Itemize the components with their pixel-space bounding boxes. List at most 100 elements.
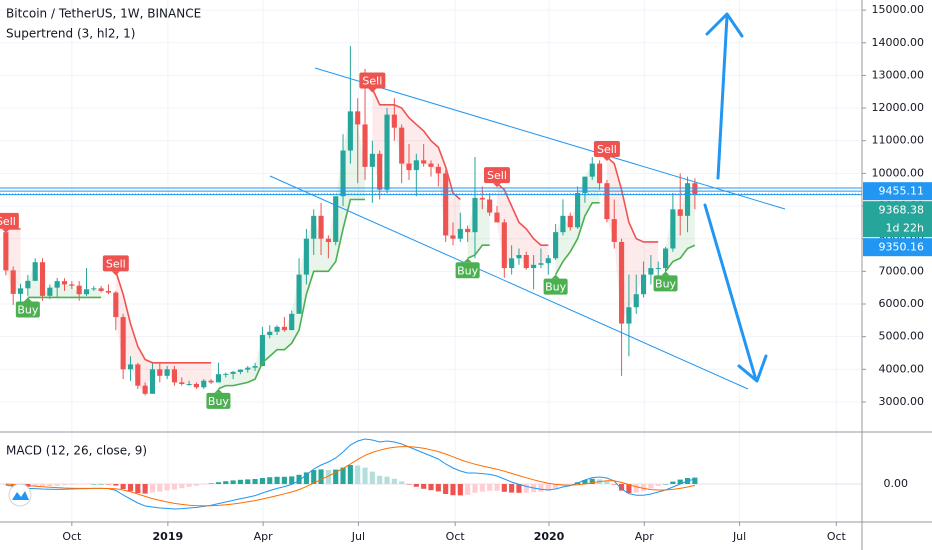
arrow-down-shaft	[703, 203, 758, 382]
candle-body	[340, 150, 346, 197]
macd-histogram-bar	[633, 484, 639, 493]
signal-label: Buy	[543, 274, 568, 295]
macd-histogram-bar	[281, 476, 287, 484]
indicator-title: Supertrend (3, hl2, 1)	[6, 27, 135, 41]
candle-body	[684, 183, 691, 216]
macd-macd-line	[5, 438, 696, 510]
candle-body	[633, 294, 639, 308]
signal-text: Buy	[655, 277, 677, 290]
macd-histogram-bar	[237, 479, 243, 484]
candle-body	[105, 290, 112, 293]
candle-body	[465, 228, 471, 233]
macd-histogram-bar	[105, 484, 112, 485]
macd-histogram-bar	[545, 484, 551, 491]
macd-histogram-bar	[164, 484, 170, 491]
candle-body	[575, 192, 581, 228]
macd-histogram-bar	[179, 484, 185, 489]
candle-body	[435, 166, 441, 174]
macd-histogram-bar	[553, 484, 559, 489]
macd-histogram-bar	[421, 484, 427, 489]
candle-body	[619, 241, 625, 324]
candle-body	[39, 262, 46, 296]
macd-histogram-bar	[406, 484, 412, 485]
macd-histogram-bar	[384, 476, 390, 484]
signal-text: Sell	[487, 169, 507, 182]
candle-body	[333, 196, 339, 242]
macd-histogram-bar	[208, 483, 214, 484]
price-tag-label: 9455.11	[879, 185, 925, 198]
macd-histogram-bar	[303, 472, 309, 484]
x-tick-label: Apr	[254, 530, 274, 543]
candle-body	[377, 153, 383, 190]
signal-text: Sell	[106, 257, 126, 270]
arrow-down-head	[737, 354, 768, 383]
candle-body	[501, 222, 507, 269]
macd-histogram-bar	[655, 484, 661, 486]
macd-histogram-bar	[362, 467, 368, 484]
candle-body	[208, 380, 214, 383]
macd-histogram-bar	[472, 484, 478, 493]
candle-body	[10, 270, 16, 294]
candle-body	[25, 280, 31, 289]
macd-histogram-bar	[47, 484, 53, 486]
supertrend-line	[467, 244, 490, 260]
candle-body	[391, 114, 397, 128]
channel-lower	[269, 175, 749, 390]
macd-histogram-bar	[641, 484, 647, 491]
candle-body	[113, 292, 119, 318]
price-tag	[863, 182, 932, 201]
macd-histogram-bar	[91, 484, 97, 485]
macd-histogram-bar	[98, 484, 104, 485]
price-tag-label: 9368.38	[879, 204, 925, 217]
candle-body	[245, 367, 251, 370]
macd-histogram-bar	[626, 484, 632, 493]
candle-body	[362, 124, 368, 167]
candle-body	[457, 228, 463, 239]
macd-histogram-bar	[677, 479, 683, 484]
y-tick-label: 13000.00	[872, 68, 925, 81]
macd-histogram-bar	[435, 484, 441, 492]
macd-histogram-bar	[479, 484, 485, 492]
candle-body	[98, 288, 104, 291]
y-tick-label: 4000.00	[879, 362, 925, 375]
candle-body	[589, 163, 595, 177]
macd-histogram-bar	[186, 484, 192, 487]
y-tick-label: 14000.00	[872, 36, 925, 49]
candle-body	[179, 382, 185, 384]
drawings	[0, 12, 862, 390]
logo-circle	[8, 483, 32, 507]
signal-pointer	[368, 88, 377, 93]
macd-histogram-bar	[171, 484, 178, 490]
candle-body	[648, 268, 654, 275]
candle-body	[142, 385, 148, 394]
signal-box	[102, 255, 129, 272]
signal-pointer	[1, 228, 10, 233]
candle-body	[47, 287, 53, 296]
candle-body	[472, 197, 478, 233]
candle-body	[538, 263, 544, 265]
candle-body	[318, 215, 324, 239]
signal-box	[15, 301, 40, 318]
signal-pointer	[463, 258, 472, 263]
candle-body	[193, 384, 200, 388]
candle-body	[406, 163, 412, 171]
macd-histogram-bar	[355, 465, 361, 484]
macd-histogram-bar	[318, 469, 324, 484]
candle-body	[259, 335, 265, 367]
channel-upper	[314, 67, 786, 210]
candle-body	[252, 366, 258, 368]
macd-histogram-bar	[127, 484, 134, 492]
candle-body	[149, 369, 156, 394]
signal-label: Sell	[483, 167, 510, 188]
candle-body	[604, 183, 610, 220]
candle-body	[479, 197, 485, 200]
signal-label: Buy	[15, 297, 40, 318]
candle-body	[655, 268, 661, 270]
macd-histogram-bar	[193, 484, 200, 486]
candle-body	[509, 258, 515, 269]
candle-body	[494, 212, 500, 223]
candle-body	[553, 232, 559, 259]
candle-body	[296, 274, 302, 314]
macd-histogram-bar	[399, 481, 405, 484]
price-tag-label: 9350.16	[879, 241, 925, 254]
